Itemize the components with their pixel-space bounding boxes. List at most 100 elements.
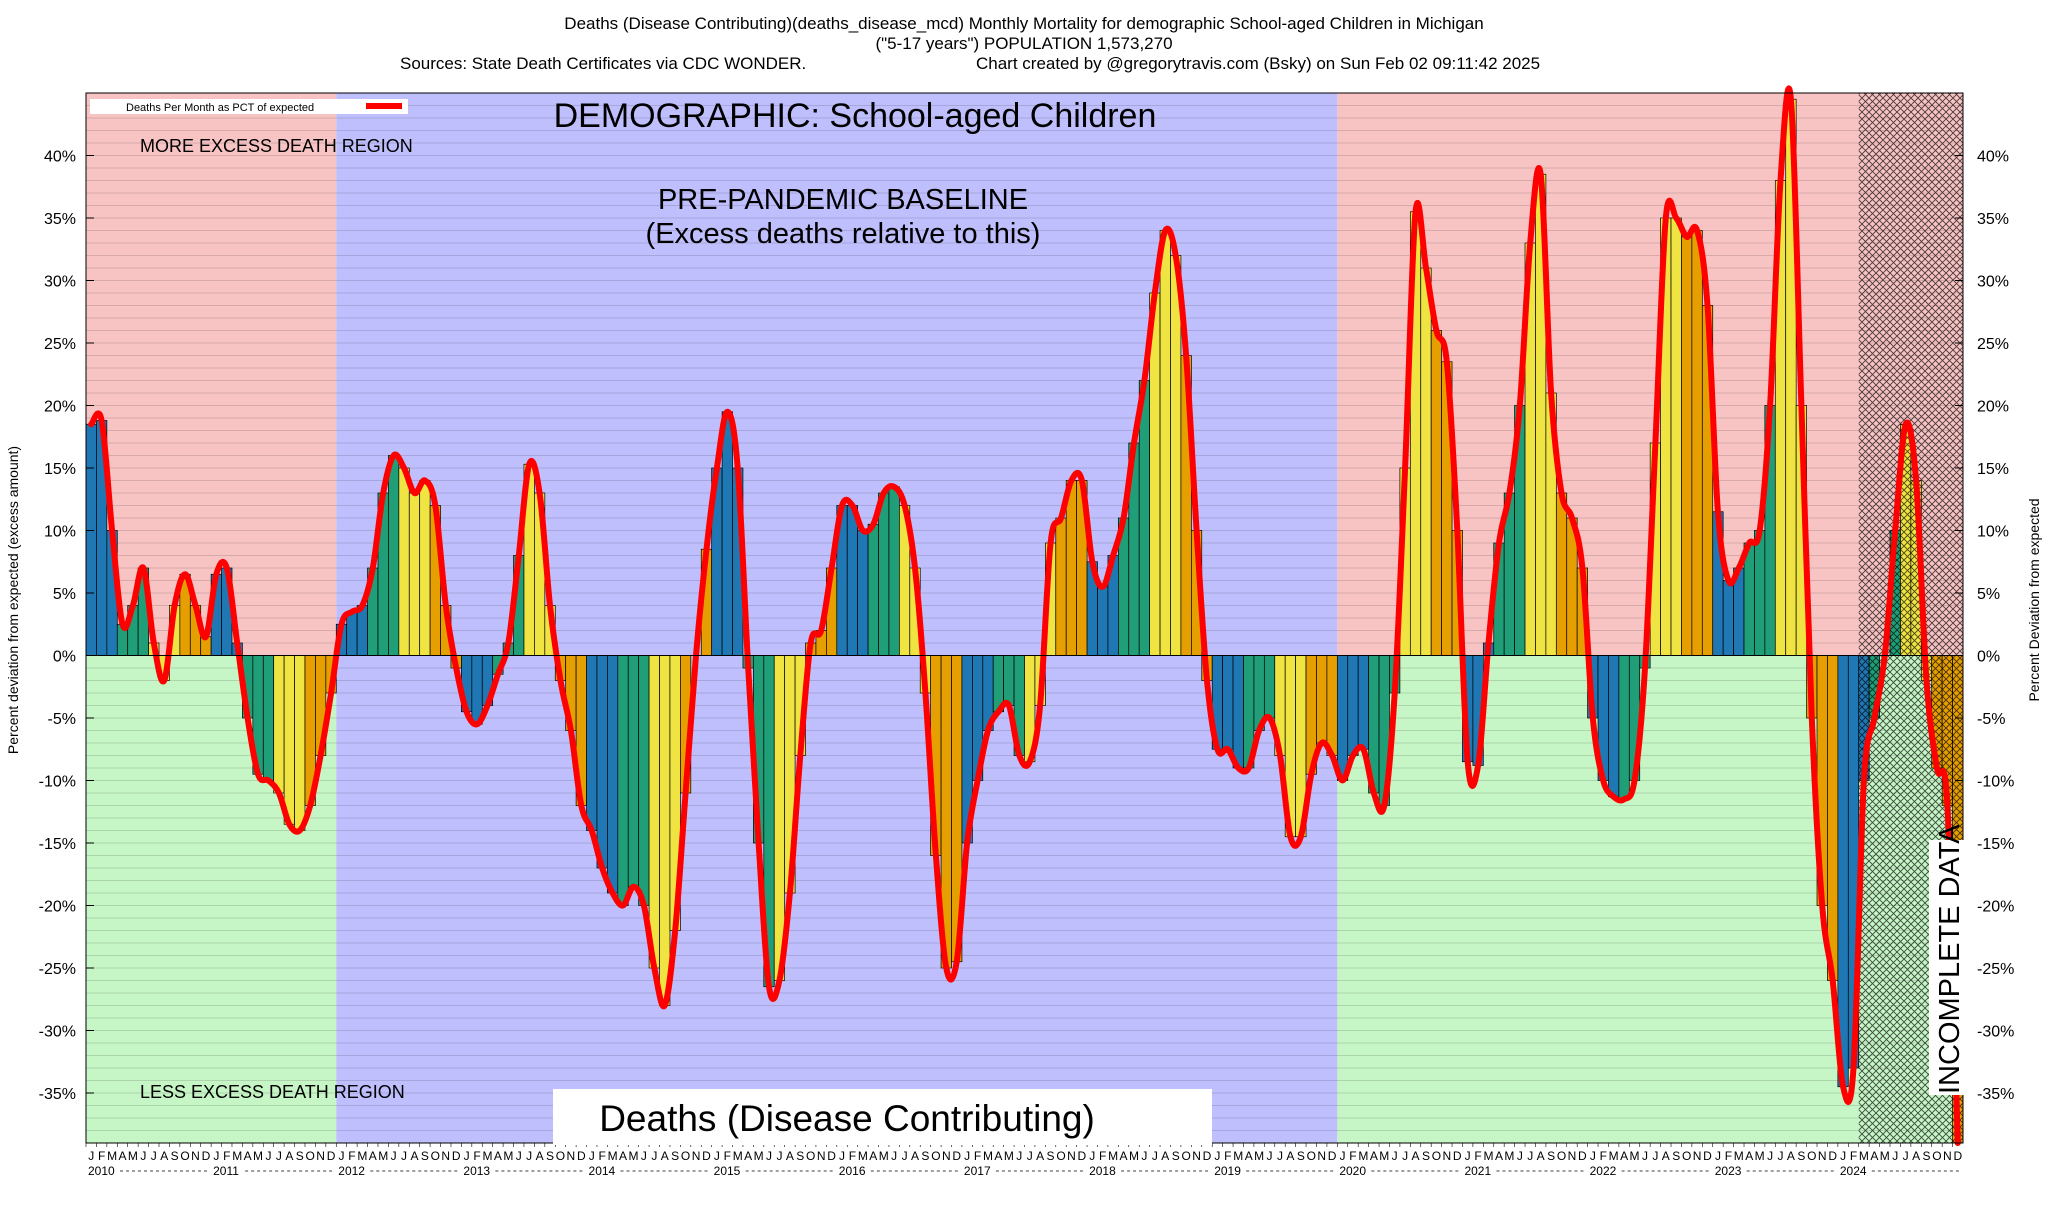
x-tick-month: J <box>1652 1149 1658 1163</box>
x-tick-month: D <box>202 1149 211 1163</box>
x-tick-month: S <box>1672 1149 1680 1163</box>
x-tick-month: M <box>1859 1149 1869 1163</box>
x-tick-month: J <box>1892 1149 1898 1163</box>
x-tick-month: J <box>1027 1149 1033 1163</box>
x-year-label: 2015 <box>714 1164 741 1178</box>
bar <box>273 655 285 794</box>
x-tick-month: M <box>1755 1149 1765 1163</box>
x-tick-month: M <box>503 1149 513 1163</box>
bar <box>1065 480 1077 656</box>
x-tick-month: M <box>378 1149 388 1163</box>
x-tick-month: S <box>1422 1149 1430 1163</box>
x-tick-month: M <box>1609 1149 1619 1163</box>
bar <box>627 655 640 888</box>
x-year-label: 2022 <box>1590 1164 1617 1178</box>
axes: -35% -35% -30% -30% -25% -25% -20% -20% -15% -15%… <box>39 92 2014 1178</box>
x-tick-month: D <box>452 1149 461 1163</box>
bar <box>419 480 431 656</box>
x-tick-month: F <box>1474 1149 1481 1163</box>
x-tick-month: O <box>931 1149 940 1163</box>
x-tick-month: O <box>1932 1149 1941 1163</box>
x-tick-month: A <box>118 1149 126 1163</box>
y-tick-label-left: -30% <box>39 1024 76 1041</box>
x-tick-month: S <box>921 1149 929 1163</box>
x-tick-month: F <box>98 1149 105 1163</box>
bar <box>1097 586 1109 656</box>
x-tick-month: J <box>1642 1149 1648 1163</box>
x-tick-month: M <box>232 1149 242 1163</box>
x-tick-month: F <box>1850 1149 1857 1163</box>
bar <box>1754 530 1766 656</box>
bar <box>648 655 660 969</box>
x-tick-month: A <box>786 1149 794 1163</box>
x-tick-month: O <box>431 1149 440 1163</box>
x-tick-month: J <box>151 1149 157 1163</box>
more-excess-region-label: MORE EXCESS DEATH REGION <box>140 136 413 156</box>
x-tick-month: A <box>744 1149 752 1163</box>
x-tick-month: D <box>1453 1149 1462 1163</box>
x-tick-month: A <box>911 1149 919 1163</box>
y-tick-label-right: -5% <box>1977 711 2005 728</box>
x-tick-month: M <box>1108 1149 1118 1163</box>
y-tick-label-left: 35% <box>44 211 76 228</box>
x-tick-month: J <box>88 1149 94 1163</box>
x-tick-month: A <box>410 1149 418 1163</box>
bar <box>1347 655 1359 756</box>
x-tick-month: J <box>1089 1149 1095 1163</box>
x-tick-month: S <box>546 1149 554 1163</box>
bar <box>1681 236 1693 656</box>
y-tick-label-left: -20% <box>39 899 76 916</box>
bar <box>607 655 619 894</box>
x-tick-month: J <box>1214 1149 1220 1163</box>
x-tick-month: A <box>536 1149 544 1163</box>
x-year-label: 2014 <box>589 1164 616 1178</box>
x-tick-month: M <box>1734 1149 1744 1163</box>
x-tick-month: J <box>964 1149 970 1163</box>
y-tick-label-left: 20% <box>44 399 76 416</box>
x-tick-month: A <box>1745 1149 1753 1163</box>
right-axis-title: Percent Deviation from expected <box>2026 498 2042 701</box>
x-year-label: 2017 <box>964 1164 991 1178</box>
x-tick-month: M <box>983 1149 993 1163</box>
x-tick-month: S <box>1922 1149 1930 1163</box>
x-tick-month: M <box>754 1149 764 1163</box>
x-tick-month: J <box>776 1149 782 1163</box>
x-tick-month: A <box>1620 1149 1628 1163</box>
x-tick-month: A <box>244 1149 252 1163</box>
x-year-label: 2010 <box>88 1164 115 1178</box>
x-tick-month: A <box>1412 1149 1420 1163</box>
bar <box>617 655 629 906</box>
y-tick-label-left: -25% <box>39 961 76 978</box>
bar <box>596 655 608 869</box>
bar <box>1316 655 1328 744</box>
bar <box>1430 330 1442 656</box>
x-tick-month: O <box>306 1149 315 1163</box>
x-tick-month: J <box>1527 1149 1533 1163</box>
x-year-label: 2012 <box>338 1164 365 1178</box>
x-tick-month: J <box>714 1149 720 1163</box>
x-tick-month: D <box>1703 1149 1712 1163</box>
bar <box>1420 267 1432 656</box>
incomplete-data-label: INCOMPLETE DATA <box>1934 824 1966 1094</box>
x-tick-month: M <box>1358 1149 1368 1163</box>
y-tick-label-left: 25% <box>44 336 76 353</box>
x-year-label: 2021 <box>1464 1164 1491 1178</box>
bar <box>1670 217 1682 656</box>
x-tick-month: M <box>1484 1149 1494 1163</box>
x-tick-month: F <box>223 1149 230 1163</box>
y-tick-label-right: -20% <box>1977 899 2014 916</box>
y-tick-label-right: 20% <box>1977 399 2009 416</box>
x-tick-month: J <box>1277 1149 1283 1163</box>
x-tick-month: O <box>1056 1149 1065 1163</box>
bar <box>1326 655 1338 756</box>
bar <box>408 492 421 656</box>
x-tick-month: J <box>1402 1149 1408 1163</box>
x-tick-month: N <box>1317 1149 1326 1163</box>
x-tick-month: J <box>1778 1149 1784 1163</box>
x-year-label: 2019 <box>1214 1164 1241 1178</box>
x-tick-month: A <box>285 1149 293 1163</box>
y-tick-label-right: 25% <box>1977 336 2009 353</box>
bar <box>283 655 295 825</box>
x-tick-month: F <box>1349 1149 1356 1163</box>
x-tick-month: J <box>891 1149 897 1163</box>
